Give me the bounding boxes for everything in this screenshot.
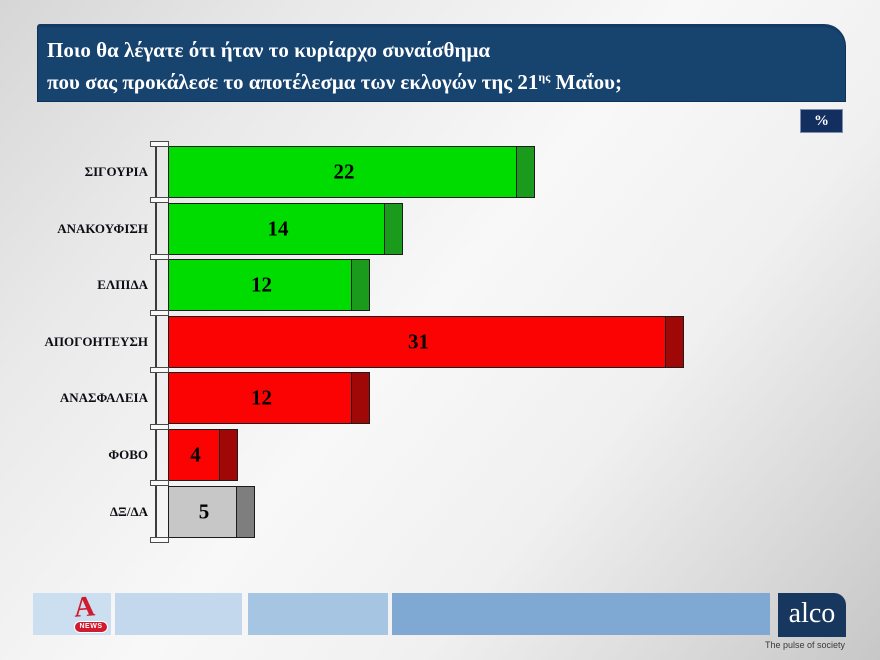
axis-tick — [150, 480, 169, 486]
bar-end-cap — [351, 260, 369, 310]
axis-tick — [150, 367, 169, 373]
alco-wordmark: alco — [788, 598, 836, 629]
bar-end-cap — [219, 430, 237, 480]
axis-tick — [150, 424, 169, 430]
category-label: ΕΛΠΙΔΑ — [97, 277, 148, 292]
bar-end-cap — [516, 147, 534, 197]
percent-unit-badge: % — [800, 109, 843, 133]
question-line-2-end: Μαΐου; — [550, 70, 622, 94]
axis-tick — [150, 537, 169, 543]
bar-end-cap — [665, 317, 683, 367]
alco-logo: alco — [778, 593, 846, 637]
bar-value-label: 31 — [408, 329, 429, 354]
bar: 4 — [168, 429, 238, 481]
bar-value-label: 12 — [251, 272, 272, 297]
question-line-1: Ποιο θα λέγατε ότι ήταν το κυρίαρχο συνα… — [47, 38, 491, 62]
bar-value-label: 14 — [267, 216, 289, 241]
bar-value-label: 5 — [198, 499, 210, 524]
bar: 5 — [168, 486, 255, 538]
footer-band-segment-2 — [115, 593, 242, 635]
bar-end-cap — [384, 204, 402, 254]
bar-end-cap — [351, 373, 369, 423]
axis-tick — [150, 197, 169, 203]
alpha-letter-icon: A — [72, 590, 97, 624]
axis-tick — [150, 310, 169, 316]
bar-value-label: 22 — [333, 159, 355, 184]
alpha-news-badge: NEWS — [74, 621, 108, 633]
axis-tick — [150, 141, 169, 147]
alco-tagline: The pulse of society — [764, 640, 846, 650]
bar: 12 — [168, 372, 370, 424]
category-label: ΑΝΑΚΟΥΦΙΣΗ — [57, 221, 148, 236]
question-banner: Ποιο θα λέγατε ότι ήταν το κυρίαρχο συνα… — [37, 24, 846, 102]
question-line-2-superscript: ης — [538, 70, 551, 84]
bar-end-cap — [236, 487, 254, 537]
category-label: ΑΠΟΓΟΗΤΕΥΣΗ — [44, 334, 148, 349]
category-axis — [155, 141, 157, 542]
axis-tick — [150, 254, 169, 260]
bar: 14 — [168, 203, 403, 255]
category-label: ΔΞ/ΔΑ — [109, 504, 148, 519]
alpha-news-logo: A NEWS — [60, 590, 116, 635]
bar: 22 — [168, 146, 535, 198]
category-label: ΦΟΒΟ — [108, 447, 148, 462]
category-label: ΑΝΑΣΦΑΛΕΙΑ — [59, 390, 148, 405]
bar-value-label: 4 — [190, 442, 201, 467]
question-line-2-text: που σας προκάλεσε το αποτέλεσμα των εκλο… — [47, 70, 539, 94]
category-label: ΣΙΓΟΥΡΙΑ — [84, 164, 148, 179]
footer-band-segment-4 — [392, 593, 770, 635]
bar: 12 — [168, 259, 370, 311]
question-line-2: που σας προκάλεσε το αποτέλεσμα των εκλο… — [47, 64, 835, 96]
footer-band-segment-3 — [248, 593, 388, 635]
bar: 31 — [168, 316, 684, 368]
bar-value-label: 12 — [251, 385, 272, 410]
